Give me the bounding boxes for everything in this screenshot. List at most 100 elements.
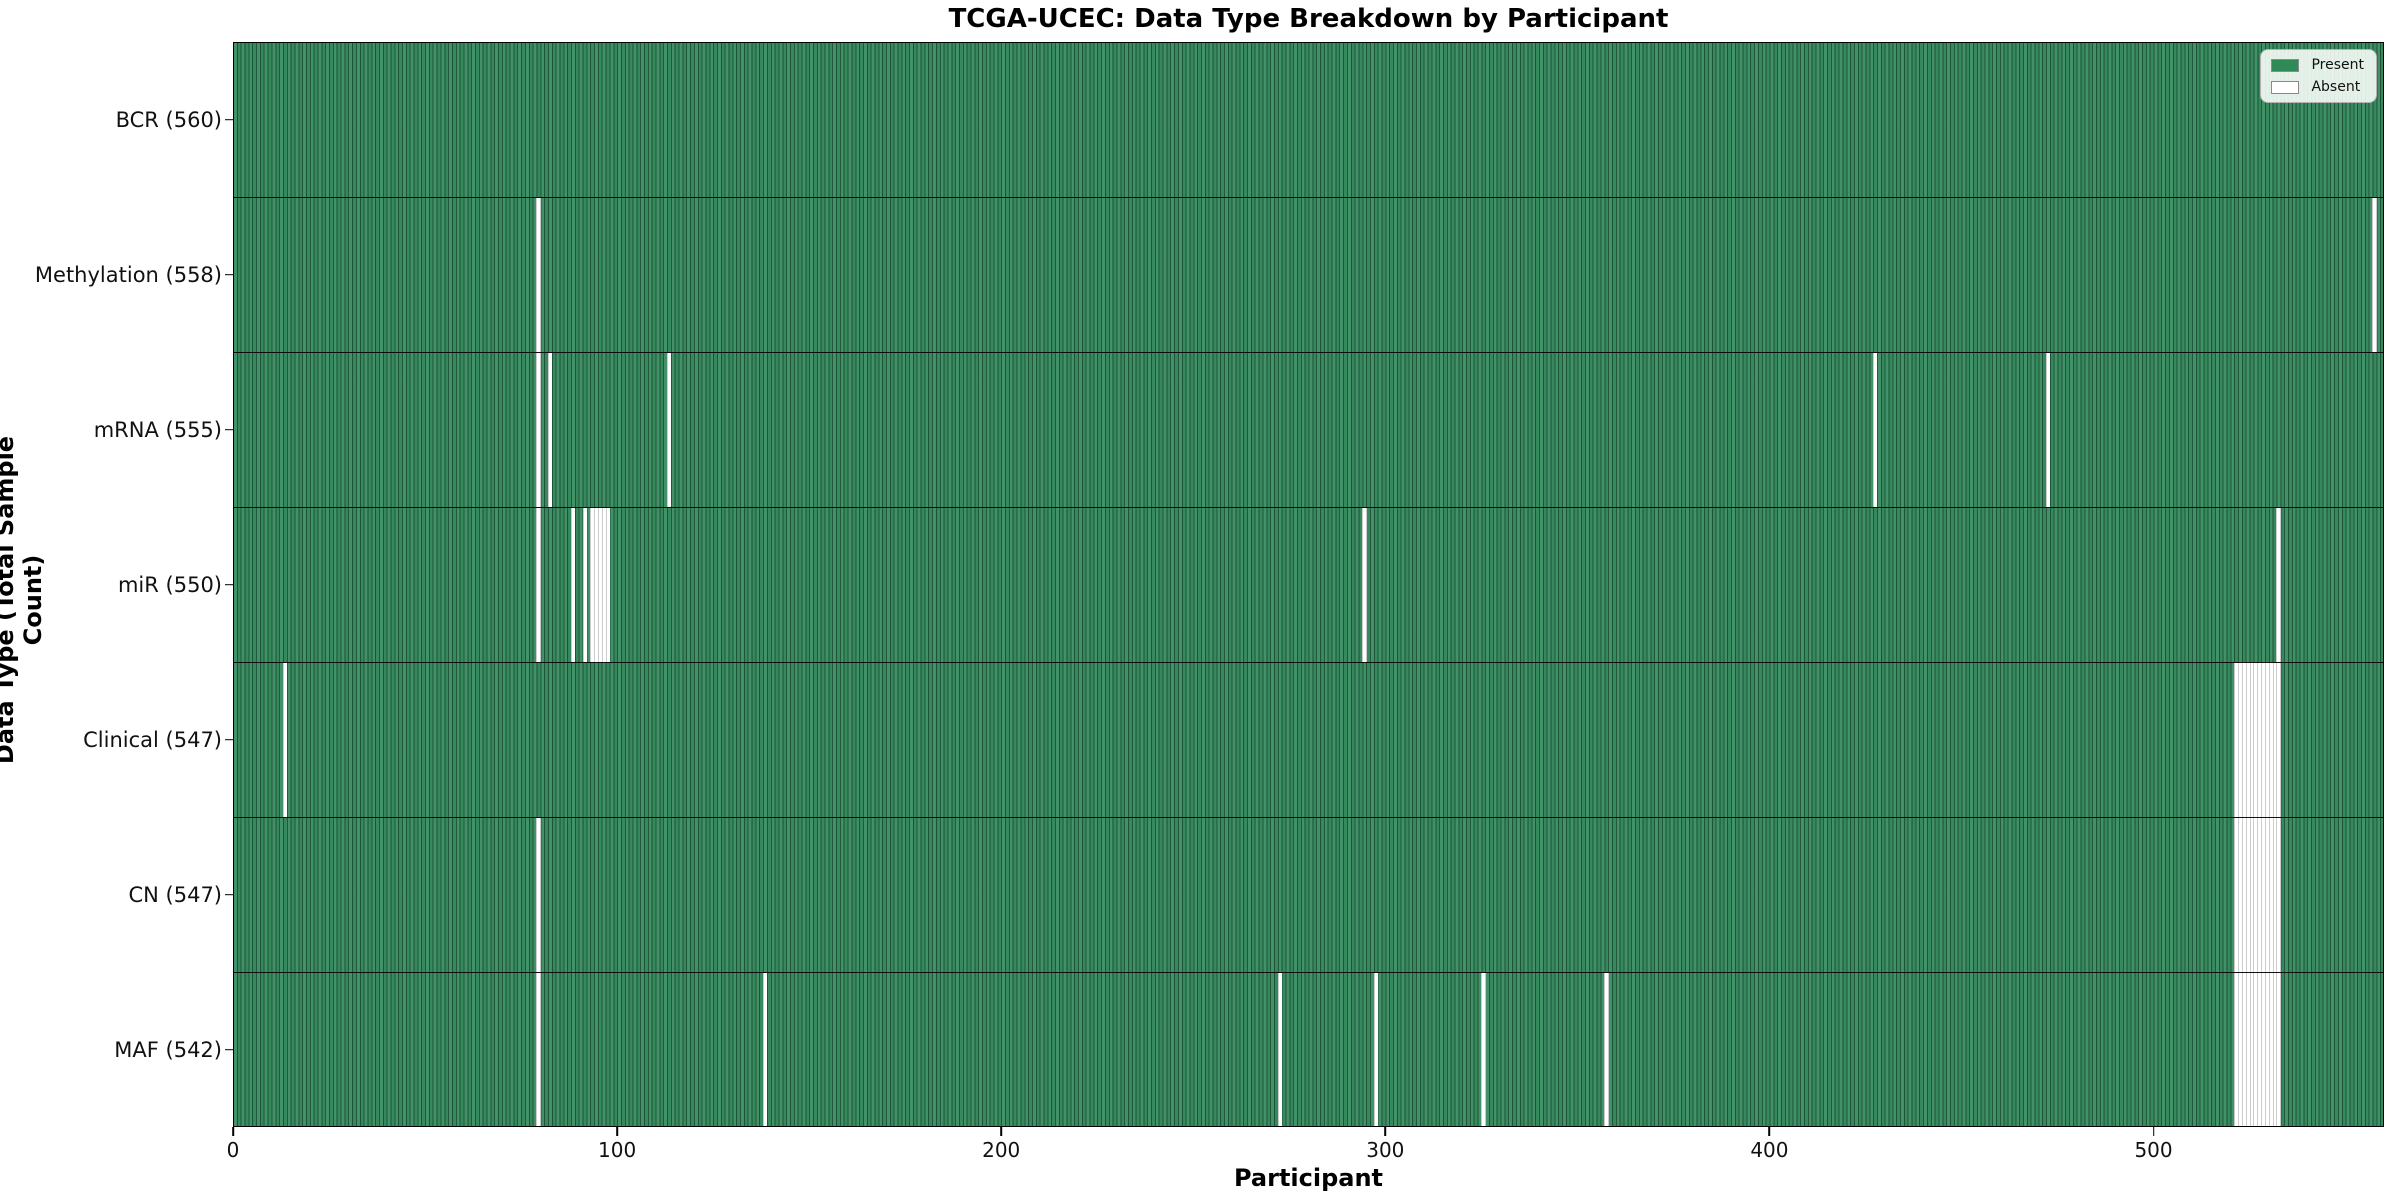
absent-gap-miR-88 [571,508,576,662]
y-tick-label-Methylation: Methylation (558) [34,262,222,287]
absent-gap-MAF-138 [763,973,768,1127]
legend-entry-absent: Absent [2271,79,2364,95]
legend-absent-swatch [2271,80,2300,94]
y-tick-label-miR: miR (550) [117,572,222,597]
absent-gap-miR-96 [601,508,607,662]
absent-gap-MAF-525 [2249,973,2254,1127]
absent-gap-mRNA-113 [667,353,672,507]
absent-gap-miR-93 [590,508,595,662]
absent-gap-MAF-529 [2264,973,2270,1127]
y-axis-label: Data Type (Total Sample Count) [0,435,47,765]
row-band-MAF [233,972,2384,1127]
x-tick-mark [1768,1127,1771,1136]
absent-gap-MAF-325 [1481,973,1486,1127]
absent-gap-MAF-527 [2257,973,2262,1127]
absent-gap-MAF-272 [1277,973,1283,1127]
absent-gap-mRNA-427 [1873,353,1878,507]
x-tick-mark [616,1127,618,1136]
y-tick-mark [225,893,233,896]
absent-gap-Clinical-532 [2276,663,2281,817]
row-band-CN [233,817,2384,972]
row-band-Methylation [233,197,2384,352]
absent-gap-mRNA-82 [547,353,553,507]
absent-gap-CN-530 [2268,818,2274,972]
absent-gap-Clinical-530 [2268,663,2274,817]
x-tick-mark [232,1127,234,1136]
absent-gap-Clinical-525 [2249,663,2254,817]
absent-gap-MAF-521 [2234,973,2239,1127]
absent-gap-Clinical-521 [2234,663,2239,817]
absent-gap-miR-97 [605,508,610,662]
absent-gap-Clinical-526 [2253,663,2258,817]
absent-gap-Methylation-557 [2372,198,2377,352]
y-tick-label-CN: CN (547) [128,882,222,907]
row-band-Clinical [233,662,2384,817]
absent-gap-CN-527 [2257,818,2262,972]
x-tick-label-100: 100 [598,1138,637,1162]
absent-gap-CN-528 [2261,818,2266,972]
row-band-miR [233,507,2384,662]
absent-gap-Clinical-528 [2261,663,2266,817]
absent-gap-CN-525 [2249,818,2254,972]
absent-gap-CN-529 [2264,818,2270,972]
absent-gap-CN-526 [2253,818,2258,972]
absent-gap-mRNA-79 [536,353,541,507]
row-band-mRNA [233,352,2384,507]
absent-gap-Clinical-522 [2238,663,2243,817]
y-tick-mark [225,738,233,741]
absent-gap-miR-532 [2276,508,2281,662]
x-tick-mark [1000,1127,1002,1136]
absent-gap-CN-531 [2272,818,2277,972]
absent-gap-MAF-357 [1604,973,1609,1127]
absent-gap-Clinical-13 [282,663,288,817]
absent-gap-MAF-522 [2238,973,2243,1127]
x-tick-mark [2152,1127,2155,1136]
legend-present-swatch [2271,58,2300,72]
absent-gap-MAF-297 [1373,973,1379,1127]
absent-gap-CN-79 [536,818,541,972]
absent-gap-CN-521 [2234,818,2239,972]
x-tick-mark [1384,1127,1387,1136]
absent-gap-Methylation-79 [536,198,541,352]
y-tick-label-Clinical: Clinical (547) [83,727,222,752]
y-tick-mark [225,428,233,431]
x-tick-label-0: 0 [226,1138,240,1162]
absent-gap-MAF-526 [2253,973,2258,1127]
absent-gap-miR-95 [597,508,603,662]
y-tick-label-BCR: BCR (560) [115,107,222,132]
y-tick-mark [225,273,233,276]
x-tick-label-500: 500 [2134,1138,2173,1162]
absent-gap-MAF-532 [2276,973,2281,1127]
absent-gap-Clinical-529 [2264,663,2270,817]
y-tick-mark [225,1048,233,1051]
absent-gap-Clinical-531 [2272,663,2277,817]
y-tick-mark [225,118,233,121]
absent-gap-MAF-79 [536,973,541,1127]
legend-entry-present: Present [2271,57,2364,73]
absent-gap-CN-523 [2241,818,2247,972]
legend: Present Absent [2260,49,2377,103]
absent-gap-miR-94 [594,508,599,662]
y-tick-label-MAF: MAF (542) [114,1037,222,1062]
absent-gap-MAF-528 [2261,973,2266,1127]
chart-title: TCGA-UCEC: Data Type Breakdown by Partic… [948,4,1669,34]
presence-matrix [233,42,2384,1127]
absent-gap-MAF-524 [2245,973,2251,1127]
absent-gap-Clinical-524 [2245,663,2251,817]
y-tick-mark [225,583,233,586]
plot-area: Present Absent [233,42,2384,1127]
absent-gap-miR-79 [536,508,541,662]
absent-gap-CN-532 [2276,818,2281,972]
absent-gap-miR-294 [1362,508,1367,662]
x-tick-label-400: 400 [1750,1138,1789,1162]
absent-gap-MAF-530 [2268,973,2274,1127]
absent-gap-MAF-531 [2272,973,2277,1127]
legend-present-label: Present [2311,57,2364,73]
x-tick-label-300: 300 [1366,1138,1405,1162]
x-axis-label: Participant [1233,1164,1384,1192]
absent-gap-Clinical-523 [2241,663,2247,817]
absent-gap-Clinical-527 [2257,663,2262,817]
x-tick-label-200: 200 [982,1138,1021,1162]
absent-gap-CN-524 [2245,818,2251,972]
row-band-BCR [233,42,2384,197]
